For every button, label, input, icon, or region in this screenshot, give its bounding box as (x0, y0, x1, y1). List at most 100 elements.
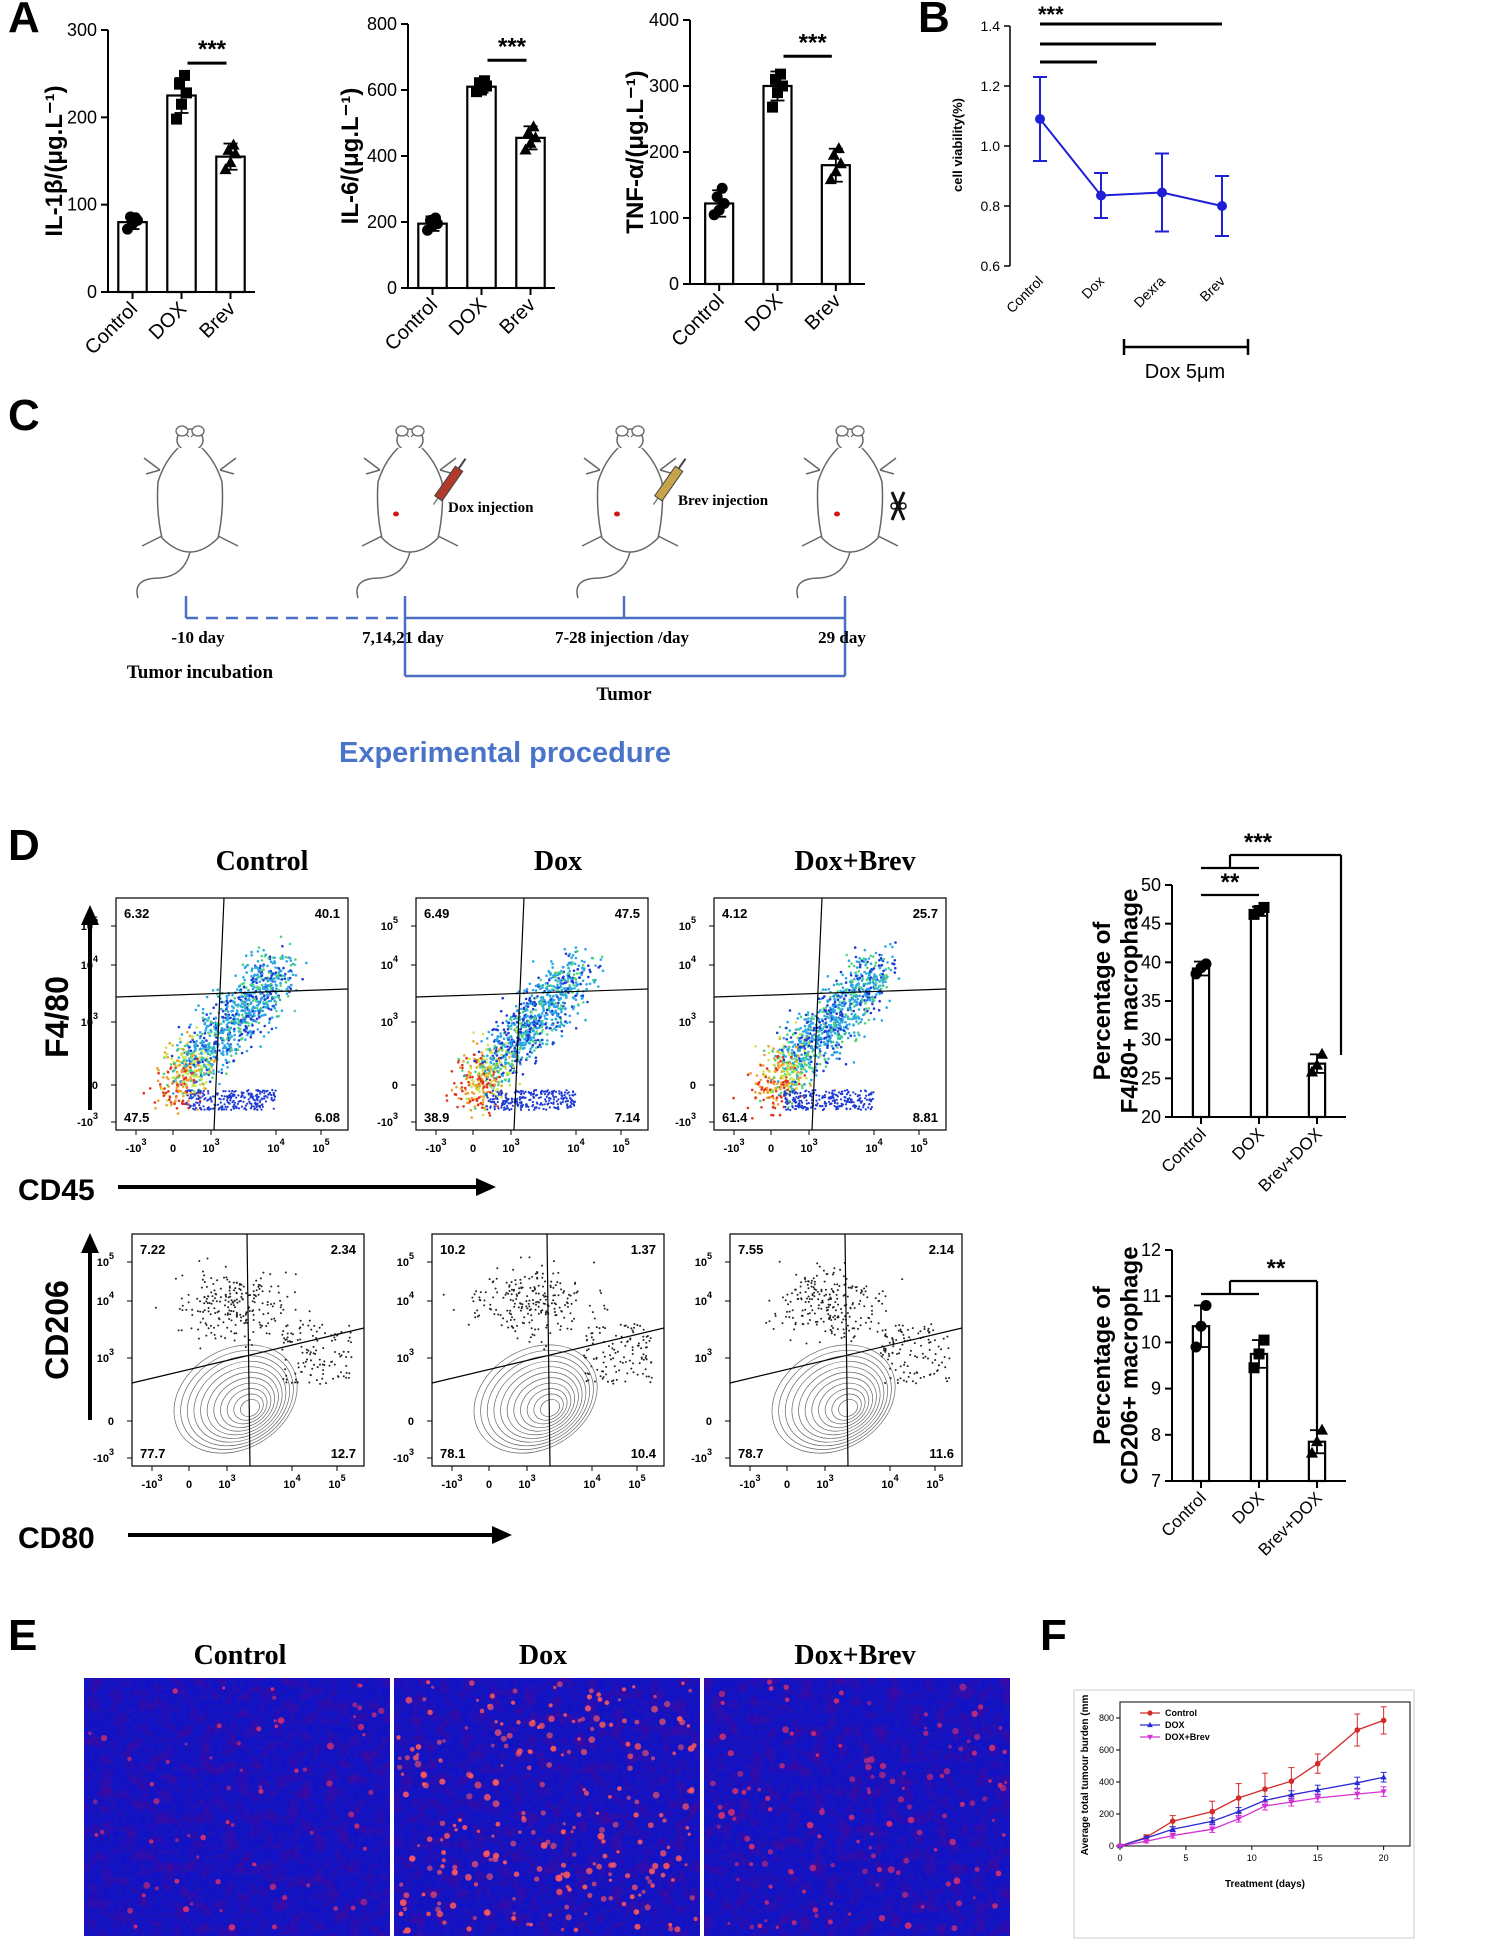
flow-event (263, 987, 267, 991)
flow-event (254, 995, 258, 998)
flow-event (240, 999, 244, 1003)
flow-event (847, 959, 851, 962)
flow-event (202, 1089, 205, 1093)
flow-event (836, 998, 840, 1001)
flow-event (539, 1103, 542, 1106)
flow-event (227, 1047, 230, 1051)
flow-event (559, 1021, 563, 1024)
flow-event (824, 1009, 828, 1012)
flow-event (580, 973, 583, 977)
flow-event (533, 1004, 537, 1007)
flow-event (189, 1095, 192, 1098)
x-tick-label: Control (668, 290, 729, 351)
flow-event (500, 1041, 504, 1045)
y-tick-label: 0 (392, 1080, 398, 1092)
flow-event (257, 1002, 261, 1005)
flow-event (552, 1096, 556, 1099)
flow-event (259, 999, 263, 1002)
flow-event (544, 1017, 547, 1020)
flow-event (450, 1070, 454, 1073)
flow-event (228, 1318, 231, 1320)
flow-event (233, 1090, 236, 1093)
flow-event (824, 1006, 828, 1009)
flow-event (779, 1091, 783, 1095)
flow-event (783, 1093, 786, 1096)
flow-event (841, 986, 845, 989)
flow-event (275, 992, 278, 995)
flow-event (832, 1047, 835, 1050)
flow-event (285, 1325, 288, 1328)
flow-event (232, 1106, 235, 1109)
flow-event (248, 1093, 251, 1096)
flow-event (518, 1018, 522, 1021)
flow-event (589, 970, 592, 974)
flow-event (182, 1067, 185, 1070)
flow-event (843, 1026, 846, 1029)
flow-event (880, 1019, 884, 1022)
flow-event (289, 959, 293, 962)
flow-event (807, 1017, 810, 1020)
flow-event (562, 965, 565, 969)
flow-event (283, 1337, 286, 1340)
flow-event (255, 1102, 258, 1106)
x-tick-label: Brev (195, 298, 240, 343)
flow-event (198, 1083, 202, 1086)
flow-event (267, 984, 271, 987)
flow-event (188, 1089, 191, 1092)
flow-event (572, 973, 576, 976)
flow-event (228, 1289, 231, 1292)
flow-event (810, 1040, 814, 1043)
flow-event (469, 1067, 473, 1070)
flow-event (214, 1292, 217, 1295)
flow-event (207, 1295, 209, 1298)
flow-event (774, 1088, 777, 1091)
data-point (718, 197, 730, 209)
flow-event (268, 1332, 271, 1335)
flow-event (554, 979, 557, 982)
flow-event (185, 1085, 188, 1088)
tick-superscript: 5 (691, 915, 696, 925)
flow-event (305, 961, 308, 965)
flow-event (258, 1015, 261, 1019)
flow-event (563, 993, 567, 997)
flow-event (567, 1305, 569, 1308)
flow-event (542, 1009, 545, 1013)
flow-event (519, 1282, 522, 1285)
flow-event (455, 1085, 458, 1089)
flow-event (225, 1052, 229, 1056)
x-tick-label: 104 (865, 1137, 882, 1155)
flow-event (186, 1094, 189, 1097)
flow-event (807, 1061, 811, 1065)
flow-event (156, 1067, 159, 1070)
flow-event (528, 996, 532, 1000)
flow-event (230, 1021, 234, 1025)
flow-event (528, 1321, 531, 1324)
flow-event (824, 988, 827, 991)
flow-event (234, 1052, 238, 1055)
flow-event (277, 971, 281, 974)
flow-event (220, 1037, 223, 1041)
flow-event (533, 1334, 536, 1337)
flow-event (180, 1083, 183, 1086)
flow-event (746, 1073, 750, 1076)
mouse-icon (136, 425, 239, 599)
y-tick-label: 103 (397, 1347, 414, 1365)
flow-event (826, 1004, 829, 1007)
flow-event (238, 1027, 242, 1031)
x-axis-title: CD45 (18, 1174, 95, 1207)
y-tick-label: 105 (397, 1251, 414, 1269)
flow-event (859, 1101, 863, 1104)
flow-event (776, 1082, 779, 1085)
flow-column-title: Dox (534, 846, 582, 877)
flow-event (567, 1106, 570, 1109)
tick-superscript: 3 (409, 1347, 414, 1357)
flow-event (550, 1302, 553, 1305)
flow-event (799, 1058, 803, 1061)
flow-event (732, 1096, 735, 1100)
flow-event (562, 1098, 565, 1101)
flow-event (856, 1099, 859, 1102)
flow-event (796, 1065, 800, 1069)
flow-event (573, 977, 577, 980)
flow-event (474, 1107, 477, 1110)
flow-event (246, 1033, 249, 1037)
